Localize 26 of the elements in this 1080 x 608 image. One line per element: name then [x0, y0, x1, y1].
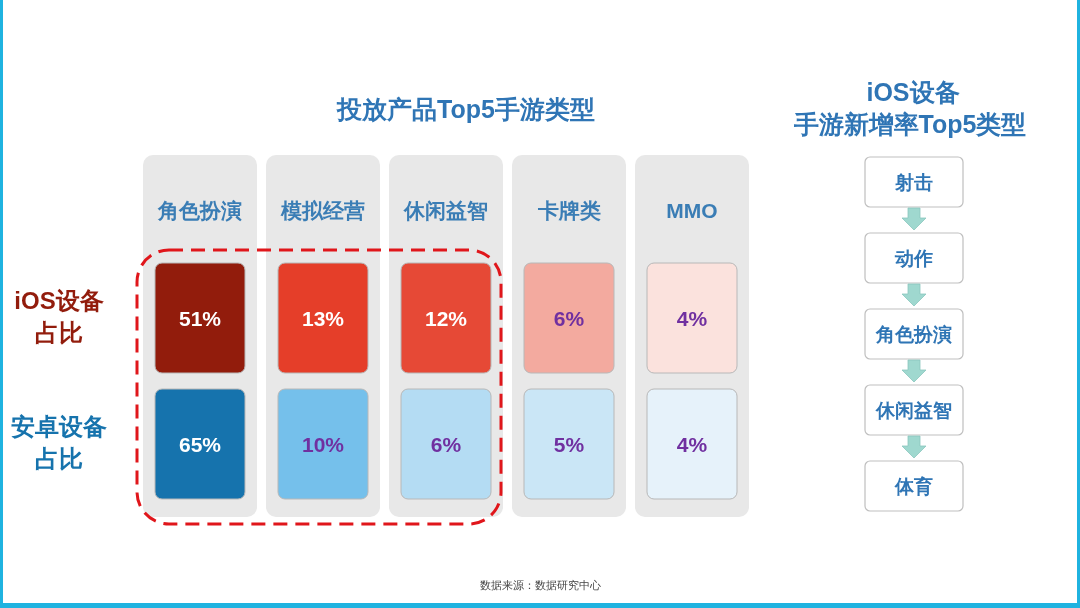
- data-label: 4%: [676, 307, 708, 330]
- data-label: 6%: [553, 307, 585, 330]
- source-note: 数据来源：数据研究中心: [479, 579, 601, 591]
- data-label: 65%: [178, 433, 222, 456]
- category-label: 动作: [894, 248, 933, 269]
- y-tick-label: 安卓设备占比: [10, 412, 108, 474]
- y-tick-label: iOS设备占比: [13, 286, 105, 348]
- x-tick-label: 卡牌类: [536, 199, 601, 222]
- data-label: 4%: [676, 433, 708, 456]
- chart-title: 投放产品Top5手游类型: [336, 95, 595, 123]
- x-tick-label: 模拟经营: [280, 199, 365, 222]
- data-label: 6%: [430, 433, 462, 456]
- category-label: 角色扮演: [875, 324, 952, 345]
- category-label: 休闲益智: [875, 400, 952, 421]
- data-label: 5%: [553, 433, 585, 456]
- x-tick-label: 角色扮演: [157, 199, 242, 222]
- category-label: 射击: [894, 172, 933, 193]
- x-tick-label: MMO: [666, 199, 718, 222]
- text: iOS设备: [866, 78, 960, 106]
- category-label: 体育: [894, 476, 933, 497]
- data-label: 51%: [178, 307, 222, 330]
- data-label: 10%: [301, 433, 345, 456]
- data-label: 12%: [424, 307, 468, 330]
- data-label: 13%: [301, 307, 345, 330]
- x-tick-label: 休闲益智: [403, 199, 488, 222]
- text: 手游新增率Top5类型: [792, 110, 1027, 138]
